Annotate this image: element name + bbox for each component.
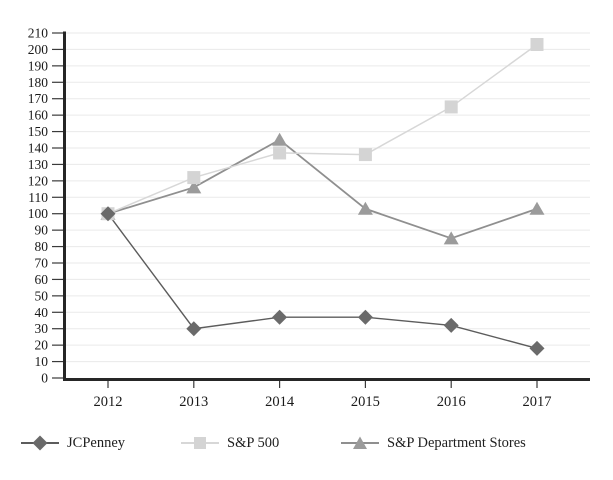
- y-axis-tick-label: 40: [35, 305, 49, 320]
- square-data-point-marker: [187, 171, 201, 185]
- square-data-point-marker: [444, 100, 458, 114]
- x-axis-tick-label: 2015: [351, 394, 380, 410]
- chart-legend: JCPenney S&P 500 S&P Department Stores: [0, 434, 613, 454]
- legend-item-sp-department-stores: S&P Department Stores: [340, 434, 526, 452]
- y-axis-tick-label: 120: [28, 173, 49, 188]
- x-axis-tick-label: 2013: [179, 394, 208, 410]
- y-axis-tick-label: 0: [41, 371, 48, 386]
- diamond-data-point-marker: [272, 309, 288, 325]
- square-data-point-marker: [358, 148, 372, 162]
- series-line-s-p-500: [107, 43, 538, 215]
- x-axis-tick-label: 2017: [523, 394, 552, 410]
- diamond-data-point-marker: [186, 321, 202, 337]
- y-axis-tick-label: 50: [35, 288, 49, 303]
- y-axis-tick-label: 70: [35, 256, 49, 271]
- triangle-marker-icon: [341, 436, 379, 449]
- square-marker-icon: [181, 437, 219, 449]
- y-axis-tick-label: 160: [28, 108, 49, 123]
- legend-label-jcpenney: JCPenney: [67, 434, 125, 451]
- y-axis-tick-label: 10: [35, 354, 49, 369]
- diamond-data-point-marker: [357, 309, 373, 325]
- legend-label-sp500: S&P 500: [227, 434, 280, 451]
- series-line-jcpenney: [107, 213, 538, 350]
- diamond-data-point-marker: [443, 317, 459, 333]
- y-axis-tick-label: 180: [28, 75, 49, 90]
- y-axis-tick-label: 90: [35, 223, 49, 238]
- y-axis-tick-label: 170: [28, 91, 49, 106]
- triangle-data-point-marker: [272, 132, 288, 146]
- y-axis-tick-label: 130: [28, 157, 49, 172]
- legend-item-jcpenney: JCPenney: [20, 434, 125, 452]
- x-axis-tick-label: 2016: [437, 394, 466, 410]
- diamond-data-point-marker: [529, 340, 545, 356]
- series-line-s-p-department-stores: [107, 138, 538, 240]
- triangle-data-point-marker: [186, 180, 202, 194]
- x-axis: 2012 2013 2014 2015 2016 2017: [63, 378, 590, 410]
- square-data-point-marker: [273, 146, 287, 160]
- legend-label-sp-department-stores: S&P Department Stores: [387, 434, 526, 451]
- y-axis-tick-label: 110: [28, 190, 48, 205]
- gridlines: [64, 32, 590, 363]
- series-markers-s-p-500: [101, 38, 544, 221]
- x-axis-tick-label: 2014: [265, 394, 295, 410]
- series-markers-jcpenney: [100, 206, 545, 356]
- triangle-data-point-marker: [443, 231, 459, 245]
- y-axis-tick-label: 20: [35, 338, 49, 353]
- y-axis-tick-label: 140: [28, 141, 49, 156]
- y-axis-tick-label: 210: [28, 26, 49, 41]
- y-axis-tick-label: 200: [28, 42, 49, 57]
- y-axis-tick-label: 80: [35, 239, 49, 254]
- chart-area: 0 10 20 30 40 50 60 70 80 90 100 110 120 130 140 150 160…: [28, 26, 590, 410]
- triangle-data-point-marker: [357, 201, 373, 215]
- diamond-marker-icon: [21, 435, 59, 451]
- y-axis-tick-label: 30: [35, 321, 49, 336]
- y-axis-tick-label: 150: [28, 124, 49, 139]
- square-data-point-marker: [530, 38, 544, 51]
- diamond-data-point-marker: [100, 206, 116, 222]
- x-axis-tick-label: 2012: [94, 394, 123, 410]
- triangle-data-point-marker: [529, 201, 545, 215]
- y-axis-tick-label: 100: [28, 206, 49, 221]
- legend-item-sp500: S&P 500: [180, 434, 279, 452]
- y-axis-tick-label: 60: [35, 272, 49, 287]
- y-axis-tick-label: 190: [28, 58, 49, 73]
